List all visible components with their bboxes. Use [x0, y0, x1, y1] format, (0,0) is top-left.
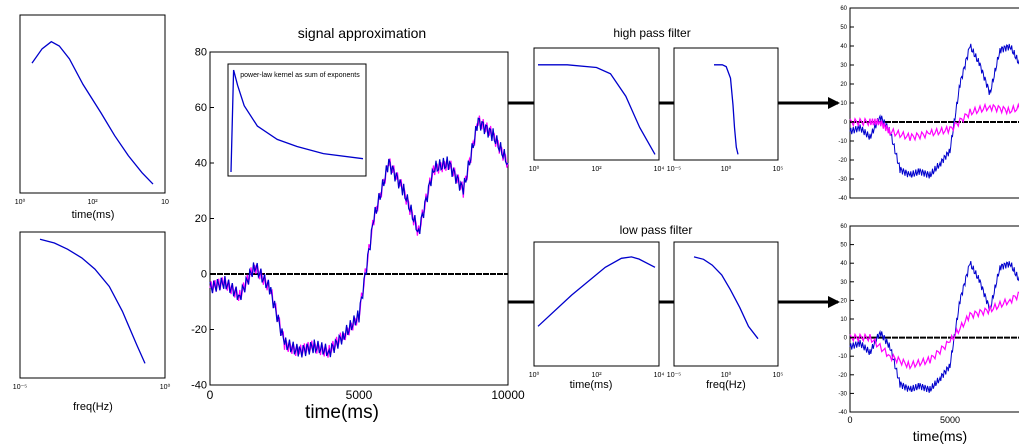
high-pass-output-series-0: [849, 43, 1019, 179]
inset-kernel-line: [230, 69, 364, 173]
high-pass-output-ytick-1: -30: [838, 177, 847, 183]
high-pass-title: high pass filter: [613, 26, 690, 40]
high-pass-output-ytick-6: 20: [840, 82, 847, 88]
high-pass-time-xtick-1: 10²: [591, 166, 602, 173]
low-pass-output-ytick-9: 50: [840, 243, 847, 249]
low-pass-time-frame: [533, 241, 660, 367]
low-pass-time-line-0: [537, 256, 656, 327]
signal-approximation-series-1: [209, 117, 509, 358]
low-pass-output-ytick-7: 30: [840, 280, 847, 286]
signal-approximation-ytick-3: 20: [195, 213, 207, 225]
inset-title: power-law kernel as sum of exponents: [240, 72, 360, 79]
high-pass-time-xtick-2: 10⁴: [654, 166, 665, 173]
signal-approximation-xtick-0: 0: [207, 388, 214, 402]
high-pass-freq-xtick-2: 10⁵: [773, 166, 784, 173]
low-pass-title: low pass filter: [620, 223, 693, 237]
high-pass-freq-frame: [673, 47, 779, 161]
high-pass-freq-line-0: [714, 64, 739, 155]
signal-approximation-xtick-1: 5000: [346, 388, 373, 402]
high-pass-output-ytick-5: 10: [840, 101, 847, 107]
high-pass-output-ytick-0: -40: [838, 196, 847, 202]
low-pass-output-ytick-0: -40: [838, 410, 847, 416]
kernel-freq-line-0: [39, 238, 146, 364]
signal-approximation-title: signal approximation: [298, 25, 426, 41]
low-pass-freq-xlabel: freq(Hz): [706, 379, 746, 391]
signal-approximation-ytick-6: 80: [195, 47, 207, 59]
high-pass-output-ytick-2: -20: [838, 158, 847, 164]
high-pass-freq-xtick-0: 10⁻⁵: [667, 166, 681, 173]
low-pass-time-xlabel: time(ms): [570, 379, 613, 391]
high-pass-output-ytick-10: 60: [840, 6, 847, 12]
low-pass-output-xlabel: time(ms): [913, 428, 967, 444]
low-pass-output-ytick-10: 60: [840, 224, 847, 230]
signal-approximation-ytick-1: -20: [191, 324, 207, 336]
kernel-time-frame: [19, 14, 166, 194]
low-pass-output-ytick-5: 10: [840, 317, 847, 323]
low-pass-time-xtick-0: 10⁰: [529, 371, 540, 379]
low-pass-output-xtick-0: 0: [847, 415, 852, 425]
low-pass-output-ytick-8: 40: [840, 261, 847, 267]
kernel-freq-xtick-1: 10⁰: [160, 383, 171, 391]
kernel-freq-xtick-0: 10⁻⁵: [13, 384, 27, 391]
low-pass-time-xtick-1: 10²: [591, 372, 602, 379]
low-pass-output-xtick-1: 5000: [940, 415, 960, 425]
high-pass-time-xtick-0: 10⁰: [529, 165, 540, 173]
kernel-time-xtick-1: 10²: [87, 199, 98, 206]
signal-approximation-ytick-2: 0: [201, 269, 207, 281]
kernel-time-xlabel: time(ms): [72, 209, 115, 221]
kernel-time-xtick-2: 10: [161, 199, 169, 206]
high-pass-freq-xtick-1: 10⁰: [721, 165, 732, 173]
low-pass-output-ytick-4: 0: [844, 336, 848, 342]
kernel-time-line-0: [31, 40, 154, 185]
high-pass-output-ytick-4: 0: [844, 120, 848, 126]
signal-approximation-ytick-5: 60: [195, 102, 207, 114]
low-pass-output-ytick-2: -20: [838, 373, 847, 379]
low-pass-output-series-1: [849, 291, 1019, 370]
low-pass-output-ytick-6: 20: [840, 298, 847, 304]
low-pass-output-ytick-1: -30: [838, 391, 847, 397]
signal-approximation-xlabel: time(ms): [305, 402, 379, 423]
low-pass-time-xtick-2: 10⁴: [654, 372, 665, 379]
kernel-freq-frame: [19, 231, 166, 379]
low-pass-freq-line-0: [693, 256, 759, 340]
signal-approximation-xtick-2: 10000: [491, 388, 525, 402]
low-pass-freq-xtick-2: 10⁵: [773, 372, 784, 379]
high-pass-output-series-1: [849, 102, 1019, 142]
low-pass-freq-frame: [673, 241, 779, 367]
high-pass-time-line-0: [538, 64, 656, 155]
inset-frame: [227, 63, 367, 177]
signal-approximation-ytick-0: -40: [191, 380, 207, 392]
kernel-freq-xlabel: freq(Hz): [73, 401, 113, 413]
high-pass-output-ytick-8: 40: [840, 44, 847, 50]
kernel-time-xtick-0: 10⁰: [15, 198, 26, 206]
high-pass-output-ytick-9: 50: [840, 25, 847, 31]
low-pass-output-series-0: [849, 260, 1019, 393]
high-pass-output-ytick-3: -10: [838, 139, 847, 145]
signal-approximation-ytick-4: 40: [195, 158, 207, 170]
low-pass-output-ytick-3: -10: [838, 354, 847, 360]
high-pass-output-ytick-7: 30: [840, 63, 847, 69]
low-pass-freq-xtick-1: 10⁰: [721, 371, 732, 379]
low-pass-freq-xtick-0: 10⁻⁵: [667, 372, 681, 379]
